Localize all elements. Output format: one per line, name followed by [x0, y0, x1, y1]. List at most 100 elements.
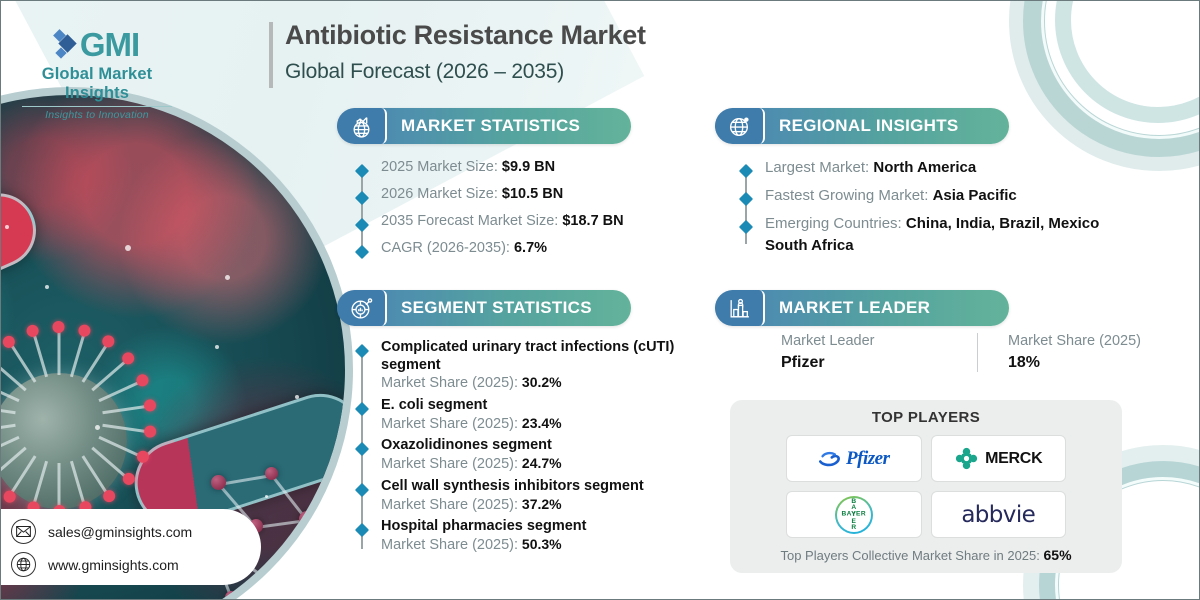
segment-share-value: 50.3%	[521, 535, 562, 552]
bacteria-spike	[57, 331, 61, 375]
bullet-diamond-icon	[354, 244, 370, 260]
bacteria-spike	[98, 435, 140, 457]
logo-tagline: Insights to Innovation	[45, 109, 149, 121]
section-header-market-statistics: MARKET STATISTICS	[337, 108, 631, 144]
player-logo-abbvie[interactable]: abbvie	[930, 491, 1066, 538]
segment-share-label: Market Share (2025):	[381, 375, 519, 392]
item-value: North America	[873, 159, 977, 176]
segment-share-value: 24.7%	[521, 455, 562, 472]
merck-mark-icon	[956, 447, 978, 470]
list-item: CAGR (2026-2035): 6.7%	[354, 240, 697, 260]
list-item: Oxazolidinones segment Market Share (202…	[354, 437, 707, 473]
item-label: Fastest Growing Market:	[765, 187, 929, 204]
bayer-horizontal-letters: BAYER	[841, 510, 866, 518]
bacteria-spike	[10, 344, 37, 383]
donut-chart-icon	[337, 290, 387, 326]
bokeh-dot	[5, 225, 9, 229]
molecule-atom	[315, 563, 329, 577]
bacteria-spike	[32, 460, 49, 504]
merck-logo: MERCK	[954, 446, 1043, 471]
segment-title: Cell wall synthesis inhibitors segment	[381, 477, 644, 494]
bokeh-dot	[95, 425, 100, 430]
bokeh-dot	[125, 245, 131, 251]
market-leader-label: Market Leader	[781, 333, 875, 349]
bullet-diamond-icon	[354, 442, 370, 457]
list-item: Cell wall synthesis inhibitors segment M…	[354, 477, 707, 514]
contact-email-row[interactable]: sales@gminsights.com	[11, 519, 261, 544]
contact-footer: sales@gminsights.com www.gminsights.com	[1, 509, 261, 585]
emerging-countries-continuation: South Africa	[765, 237, 854, 254]
page-subtitle: Global Forecast (2026 – 2035)	[285, 59, 565, 83]
bacteria-spike	[102, 404, 147, 415]
segment-share-value: 23.4%	[521, 414, 562, 431]
market-leader-column: Market Leader Pfizer	[781, 333, 977, 372]
contact-website-text: www.gminsights.com	[48, 556, 179, 573]
bacteria-spike	[69, 460, 86, 504]
bacteria-spike	[1, 404, 16, 415]
market-leader-share-column: Market Share (2025) 18%	[977, 333, 1173, 372]
logo-company-name: Global Market Insights	[41, 65, 153, 102]
merck-wordmark: MERCK	[985, 449, 1043, 467]
collective-share-label: Top Players Collective Market Share in 2…	[780, 548, 1040, 563]
top-players-panel: TOP PLAYERS Pfizer	[730, 400, 1122, 573]
item-label: Largest Market:	[765, 159, 870, 176]
podium-icon	[715, 290, 765, 326]
section-header-market-leader: MARKET LEADER	[715, 290, 1009, 326]
list-item: Complicated urinary tract infections (cU…	[354, 339, 707, 393]
diamond-icon	[52, 27, 77, 61]
bacteria-spike	[91, 360, 127, 392]
item-label: Emerging Countries:	[765, 215, 902, 232]
bacteria-spike	[53, 463, 65, 517]
segment-share-label: Market Share (2025):	[381, 496, 519, 513]
segment-share-value: 37.2%	[521, 495, 562, 512]
bullet-diamond-icon	[354, 343, 370, 359]
segment-title: Complicated urinary tract infections (cU…	[381, 339, 675, 373]
item-label: CAGR (2026-2035):	[381, 240, 510, 256]
molecule-bond	[218, 473, 272, 486]
abbvie-wordmark: abbvie	[961, 501, 1036, 528]
list-item: 2025 Market Size: $9.9 BN	[354, 159, 697, 179]
contact-email-text: sales@gminsights.com	[48, 523, 193, 540]
globe-icon	[11, 552, 36, 577]
molecule-atom	[265, 467, 278, 480]
segment-title: Hospital pharmacies segment	[381, 518, 587, 535]
bacteria-spike	[102, 423, 147, 434]
contact-website-row[interactable]: www.gminsights.com	[11, 552, 261, 577]
market-share-value: 18%	[1008, 354, 1041, 371]
player-logo-merck[interactable]: MERCK	[930, 435, 1066, 482]
section-title-segment-statistics: SEGMENT STATISTICS	[401, 298, 592, 317]
envelope-icon	[11, 519, 36, 544]
item-label: 2035 Forecast Market Size:	[381, 213, 559, 229]
bacteria-spike	[32, 334, 49, 378]
market-statistics-list: 2025 Market Size: $9.9 BN 2026 Market Si…	[354, 159, 697, 267]
item-value: $9.9 BN	[501, 159, 556, 175]
item-value: China, India, Brazil, Mexico	[905, 215, 1100, 232]
page-title-block: Antibiotic Resistance Market Global Fore…	[269, 19, 646, 88]
item-value: $10.5 BN	[501, 186, 564, 202]
list-item: 2026 Market Size: $10.5 BN	[354, 186, 697, 206]
bullet-diamond-icon	[354, 217, 370, 233]
bacteria-spike	[69, 334, 86, 378]
list-item: 2035 Forecast Market Size: $18.7 BN	[354, 213, 697, 233]
segment-share-label: Market Share (2025):	[381, 415, 519, 432]
list-item: Largest Market: North America	[738, 159, 1191, 179]
segment-statistics-list: Complicated urinary tract infections (cU…	[354, 339, 707, 559]
segment-title: Oxazolidinones segment	[381, 437, 552, 454]
bacteria-spike	[91, 446, 127, 478]
bokeh-dot	[295, 395, 299, 399]
player-logo-pfizer[interactable]: Pfizer	[786, 435, 922, 482]
bullet-diamond-icon	[354, 401, 370, 417]
bacteria-spike	[10, 455, 37, 494]
section-header-regional-insights: REGIONAL INSIGHTS	[715, 108, 1009, 144]
section-title-market-leader: MARKET LEADER	[779, 298, 931, 317]
pfizer-logo: Pfizer	[818, 447, 890, 470]
bullet-diamond-icon	[354, 482, 370, 497]
bullet-diamond-icon	[738, 163, 754, 179]
bacteria-spike	[98, 381, 140, 403]
pfizer-wordmark: Pfizer	[846, 447, 890, 469]
market-share-label: Market Share (2025)	[1008, 333, 1141, 349]
